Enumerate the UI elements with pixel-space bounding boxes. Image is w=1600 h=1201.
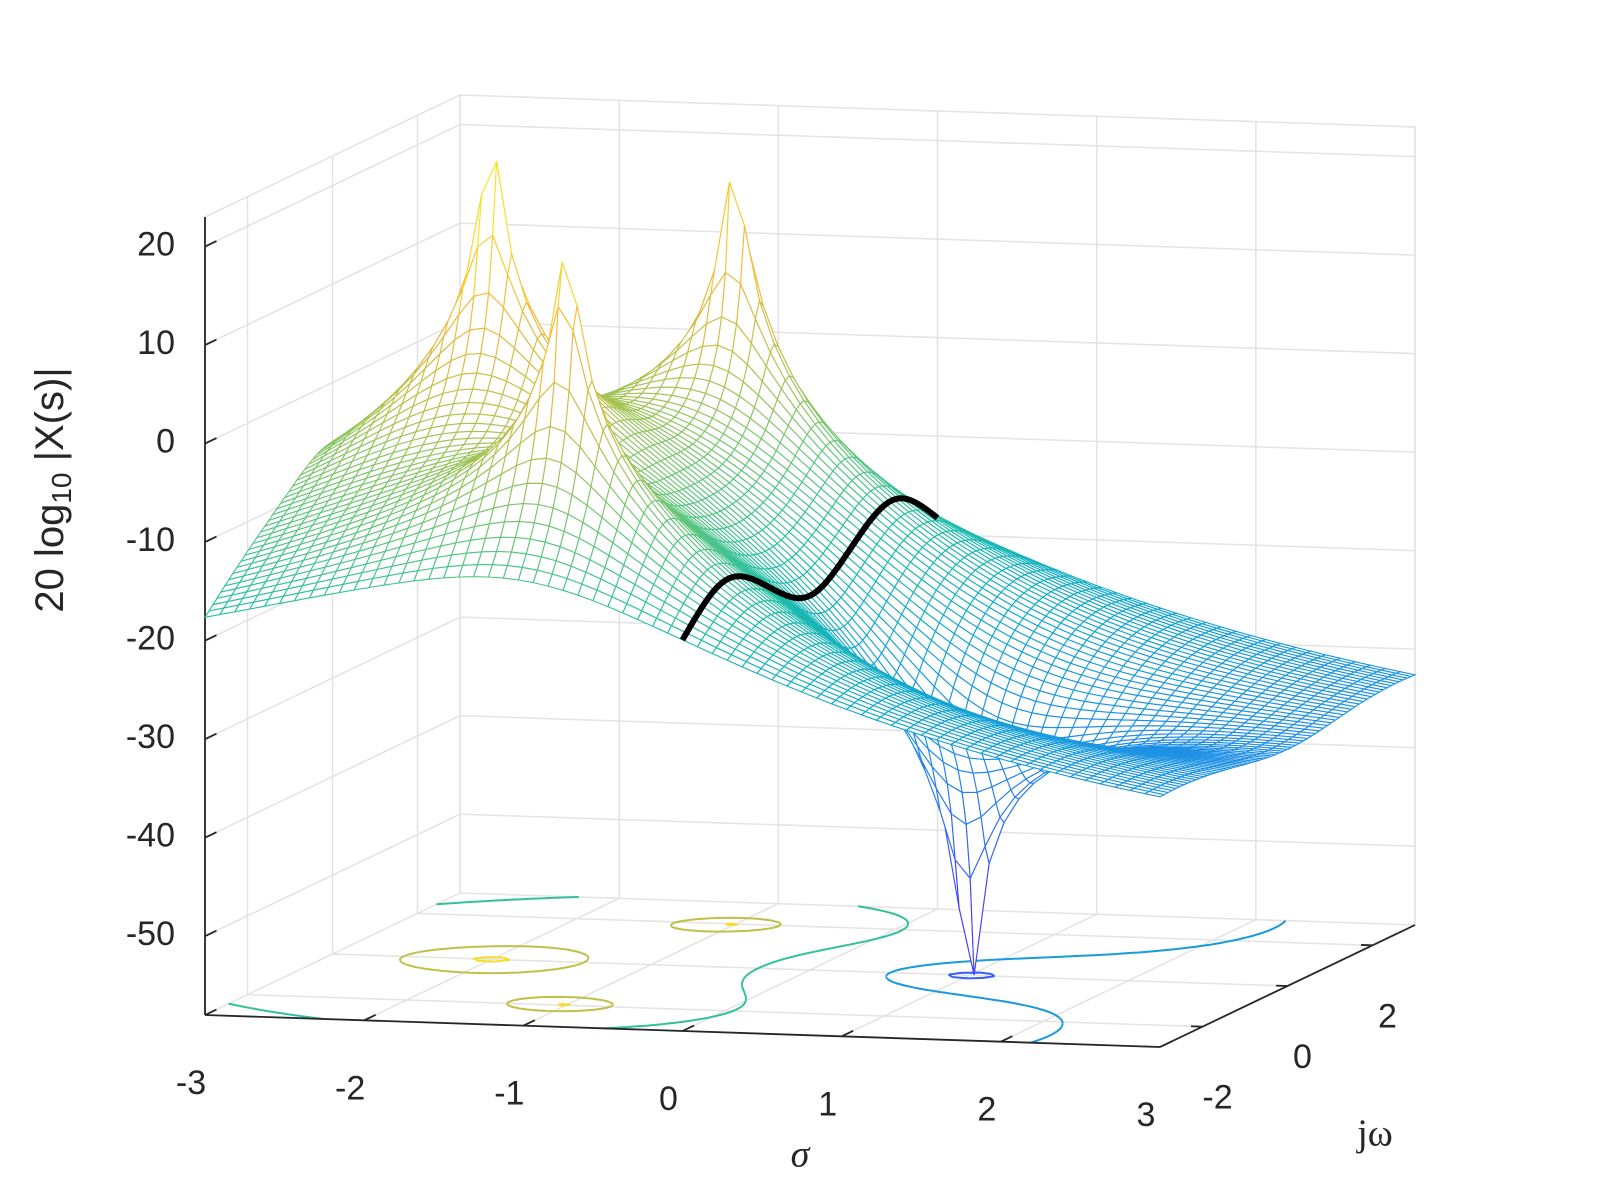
grid-line <box>204 320 461 445</box>
grid-line <box>204 616 461 740</box>
x-tick <box>1159 1040 1172 1048</box>
grid-line <box>459 320 1416 355</box>
grid-line <box>417 912 1373 947</box>
contour <box>472 922 738 1007</box>
grid-line <box>459 222 1416 256</box>
y-tick-label: 2 <box>1378 997 1397 1035</box>
y-tick-label: -2 <box>1202 1079 1232 1117</box>
grid-line <box>332 953 1288 987</box>
x-tick-label: 3 <box>1137 1096 1156 1134</box>
z-tick <box>204 732 217 740</box>
z-tick <box>204 929 217 937</box>
contour <box>885 919 1287 1044</box>
z-tick-label: -30 <box>126 718 175 756</box>
grid-line <box>459 813 1416 847</box>
z-tick <box>204 535 217 543</box>
x-tick-label: -2 <box>335 1069 365 1107</box>
x-tick <box>682 1024 695 1032</box>
mesh-cell <box>1143 790 1166 798</box>
contour <box>947 971 996 980</box>
x-tick-label: -3 <box>176 1064 206 1102</box>
z-tick-label: -20 <box>126 620 175 658</box>
z-label-subscript: 10 <box>46 473 77 504</box>
z-tick-label: -50 <box>126 915 175 953</box>
contour <box>398 916 782 1013</box>
grid-line <box>204 123 461 248</box>
z-tick-label: -10 <box>126 521 175 559</box>
z-tick <box>204 240 217 248</box>
z-tick <box>204 338 217 346</box>
x-tick <box>841 1030 854 1038</box>
x-axis-label: σ <box>791 1134 811 1176</box>
x-tick <box>204 1008 217 1016</box>
z-tick-label: -40 <box>126 817 175 855</box>
surface <box>203 161 1417 975</box>
z-axis-label: 20 log10 |X(s)| <box>28 367 78 612</box>
grid-line <box>204 222 461 346</box>
overlay <box>679 495 940 642</box>
x-tick <box>1000 1035 1013 1043</box>
z-tick-label: 10 <box>137 324 175 362</box>
x-tick-label: 2 <box>977 1091 996 1129</box>
z-label-part: 20 log <box>28 504 72 613</box>
y-tick-label: 0 <box>1293 1038 1312 1076</box>
z-tick <box>204 831 217 839</box>
y-axis-label: jω <box>1355 1113 1393 1155</box>
x-tick-label: 0 <box>659 1080 678 1118</box>
grid-line <box>204 813 461 937</box>
z-tick-label: 20 <box>137 226 175 264</box>
x-tick <box>363 1014 377 1022</box>
x-tick-label: 1 <box>818 1085 837 1123</box>
trace-curve <box>679 495 940 642</box>
grid-line <box>204 714 461 839</box>
z-tick <box>204 437 217 445</box>
x-tick-label: -1 <box>494 1075 524 1113</box>
x-tick <box>522 1019 536 1027</box>
z-tick-label: 0 <box>156 423 175 461</box>
grid-line <box>247 993 1203 1028</box>
z-label-part: |X(s)| <box>28 367 72 472</box>
grid-line <box>459 123 1416 158</box>
z-tick <box>204 634 217 642</box>
